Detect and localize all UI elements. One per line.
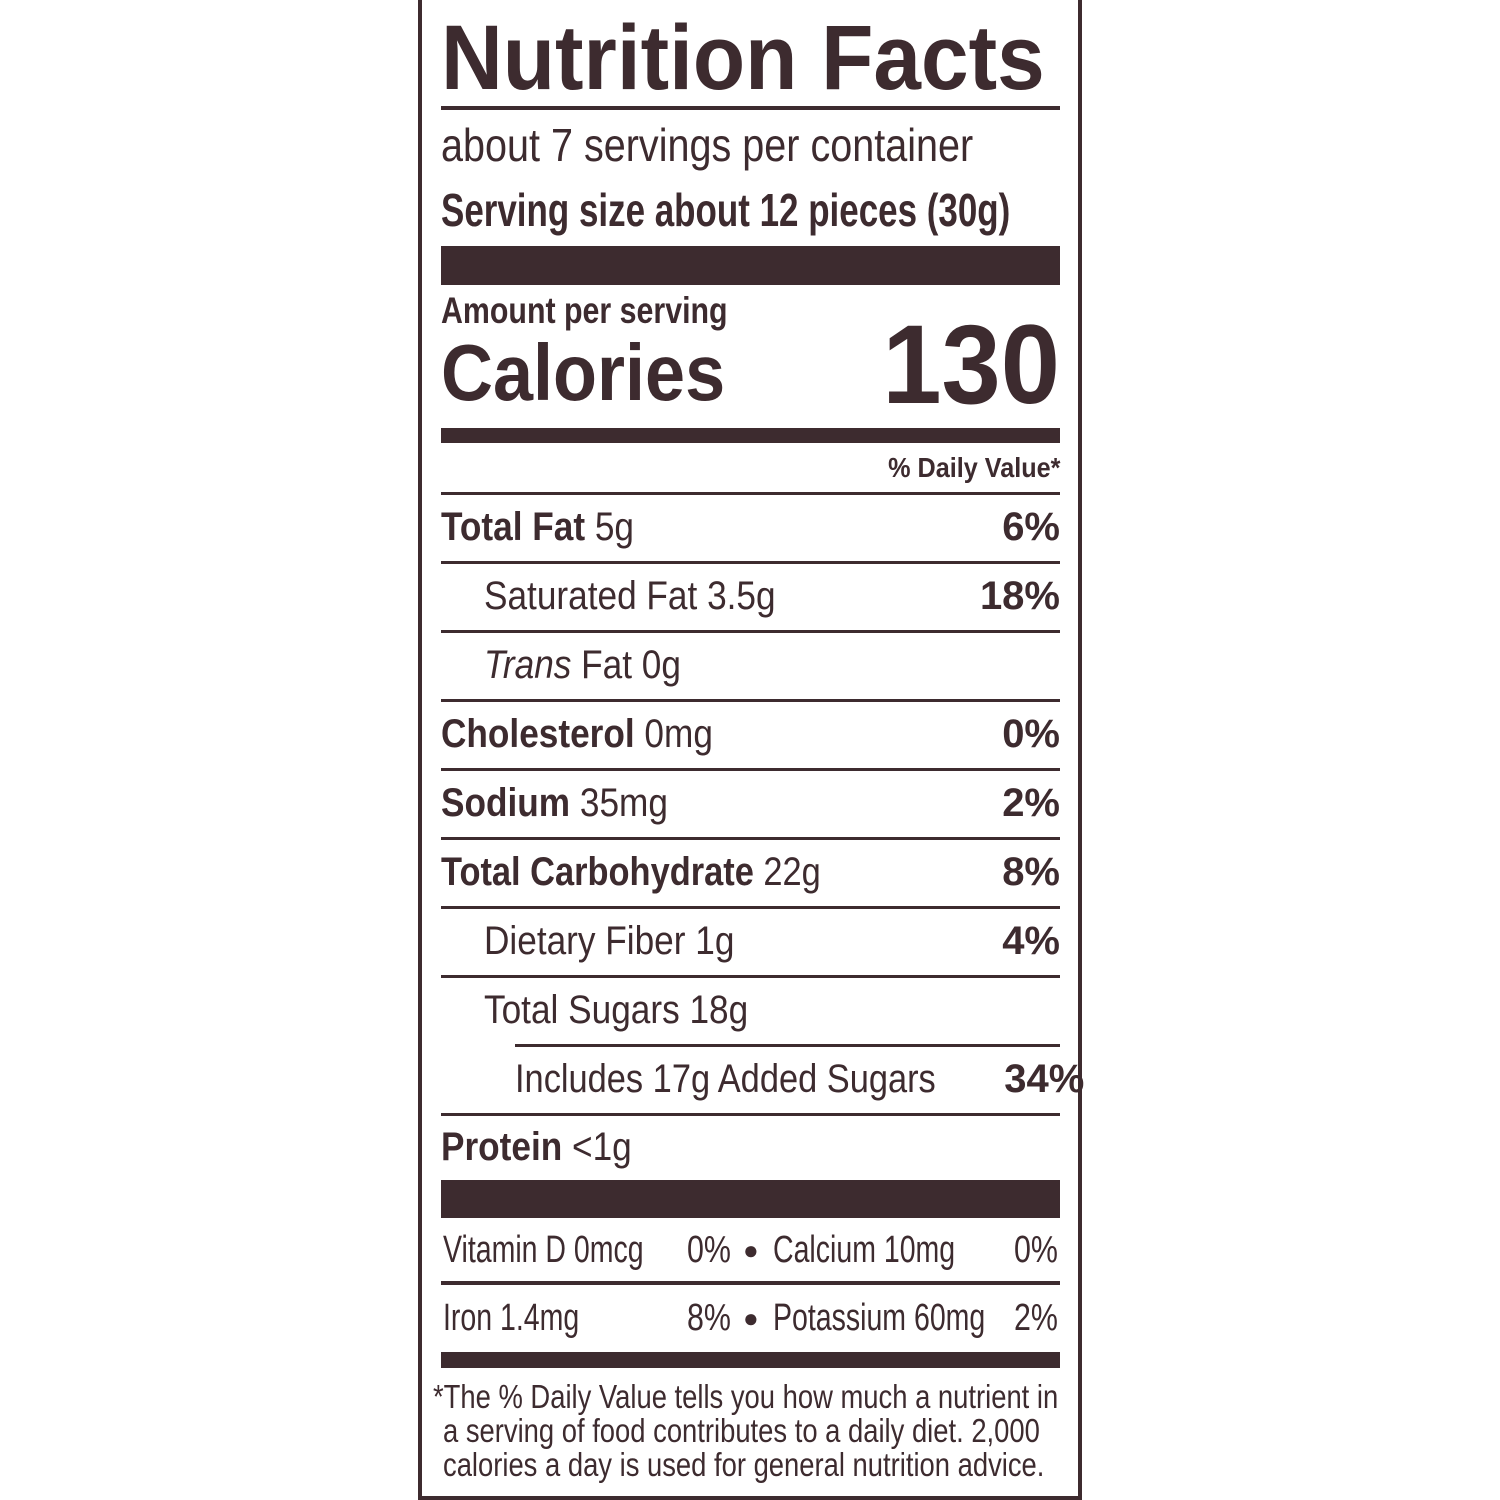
nutrient-row-cholesterol: Cholesterol 0mg 0% xyxy=(441,712,1060,756)
nutrient-row-saturated-fat: Saturated Fat 3.5g 18% xyxy=(484,574,1060,618)
medium-bar xyxy=(441,1352,1060,1368)
amount-per-serving: Amount per serving xyxy=(441,290,728,331)
nutrient-row-sodium: Sodium 35mg 2% xyxy=(441,781,1060,825)
nutrient-row-added-sugars: Includes 17g Added Sugars 34% xyxy=(515,1057,1085,1101)
nutrient-row-total-carbohydrate: Total Carbohydrate 22g 8% xyxy=(441,850,1060,894)
medium-bar xyxy=(441,428,1060,443)
nutrient-row-total-fat: Total Fat 5g 6% xyxy=(441,505,1060,549)
title-text: Nutrition Facts xyxy=(441,7,1045,109)
nutrition-label-border xyxy=(418,0,1082,1500)
nutrient-row-dietary-fiber: Dietary Fiber 1g 4% xyxy=(484,919,1060,963)
divider xyxy=(515,1044,1060,1047)
servings-per-container: about 7 servings per container xyxy=(441,119,974,171)
divider xyxy=(441,630,1060,633)
calcium: Calcium 10mg xyxy=(773,1228,956,1271)
vitamin-row: Vitamin D 0mcg 0% ● Calcium 10mg 0% xyxy=(441,1218,1060,1282)
footnote: *The % Daily Value tells you how much a … xyxy=(433,1378,1059,1483)
divider xyxy=(441,768,1060,771)
nutrient-row-trans-fat: Trans Fat 0g xyxy=(484,643,681,687)
potassium-dv: 2% xyxy=(1014,1296,1058,1339)
bullet-icon: ● xyxy=(743,1234,759,1265)
calcium-dv: 0% xyxy=(1014,1228,1058,1271)
thick-bar xyxy=(441,1180,1060,1218)
vitamin-row: Iron 1.4mg 8% ● Potassium 60mg 2% xyxy=(441,1285,1060,1351)
divider xyxy=(441,1281,1060,1285)
bullet-icon: ● xyxy=(743,1302,759,1333)
calories-label: Calories xyxy=(441,328,726,417)
iron-dv: 8% xyxy=(687,1296,731,1339)
nutrient-row-total-sugars: Total Sugars 18g xyxy=(484,988,749,1032)
divider xyxy=(441,699,1060,702)
serving-size: Serving size about 12 pieces (30g) xyxy=(441,184,1011,236)
vitamin-d-dv: 0% xyxy=(687,1228,731,1271)
divider xyxy=(441,492,1060,495)
divider xyxy=(441,561,1060,564)
daily-value-header: % Daily Value* xyxy=(887,452,1060,483)
iron: Iron 1.4mg xyxy=(443,1296,580,1339)
nutrient-row-protein: Protein <1g xyxy=(441,1124,632,1169)
thick-bar xyxy=(441,246,1060,285)
label-title: Nutrition Facts xyxy=(441,8,1090,108)
vitamin-d: Vitamin D 0mcg xyxy=(443,1228,644,1271)
potassium: Potassium 60mg xyxy=(773,1296,986,1339)
calories-value: 130 xyxy=(882,302,1060,427)
divider xyxy=(441,1113,1060,1116)
divider xyxy=(441,837,1060,840)
divider xyxy=(441,106,1060,110)
divider xyxy=(441,975,1060,978)
divider xyxy=(441,906,1060,909)
